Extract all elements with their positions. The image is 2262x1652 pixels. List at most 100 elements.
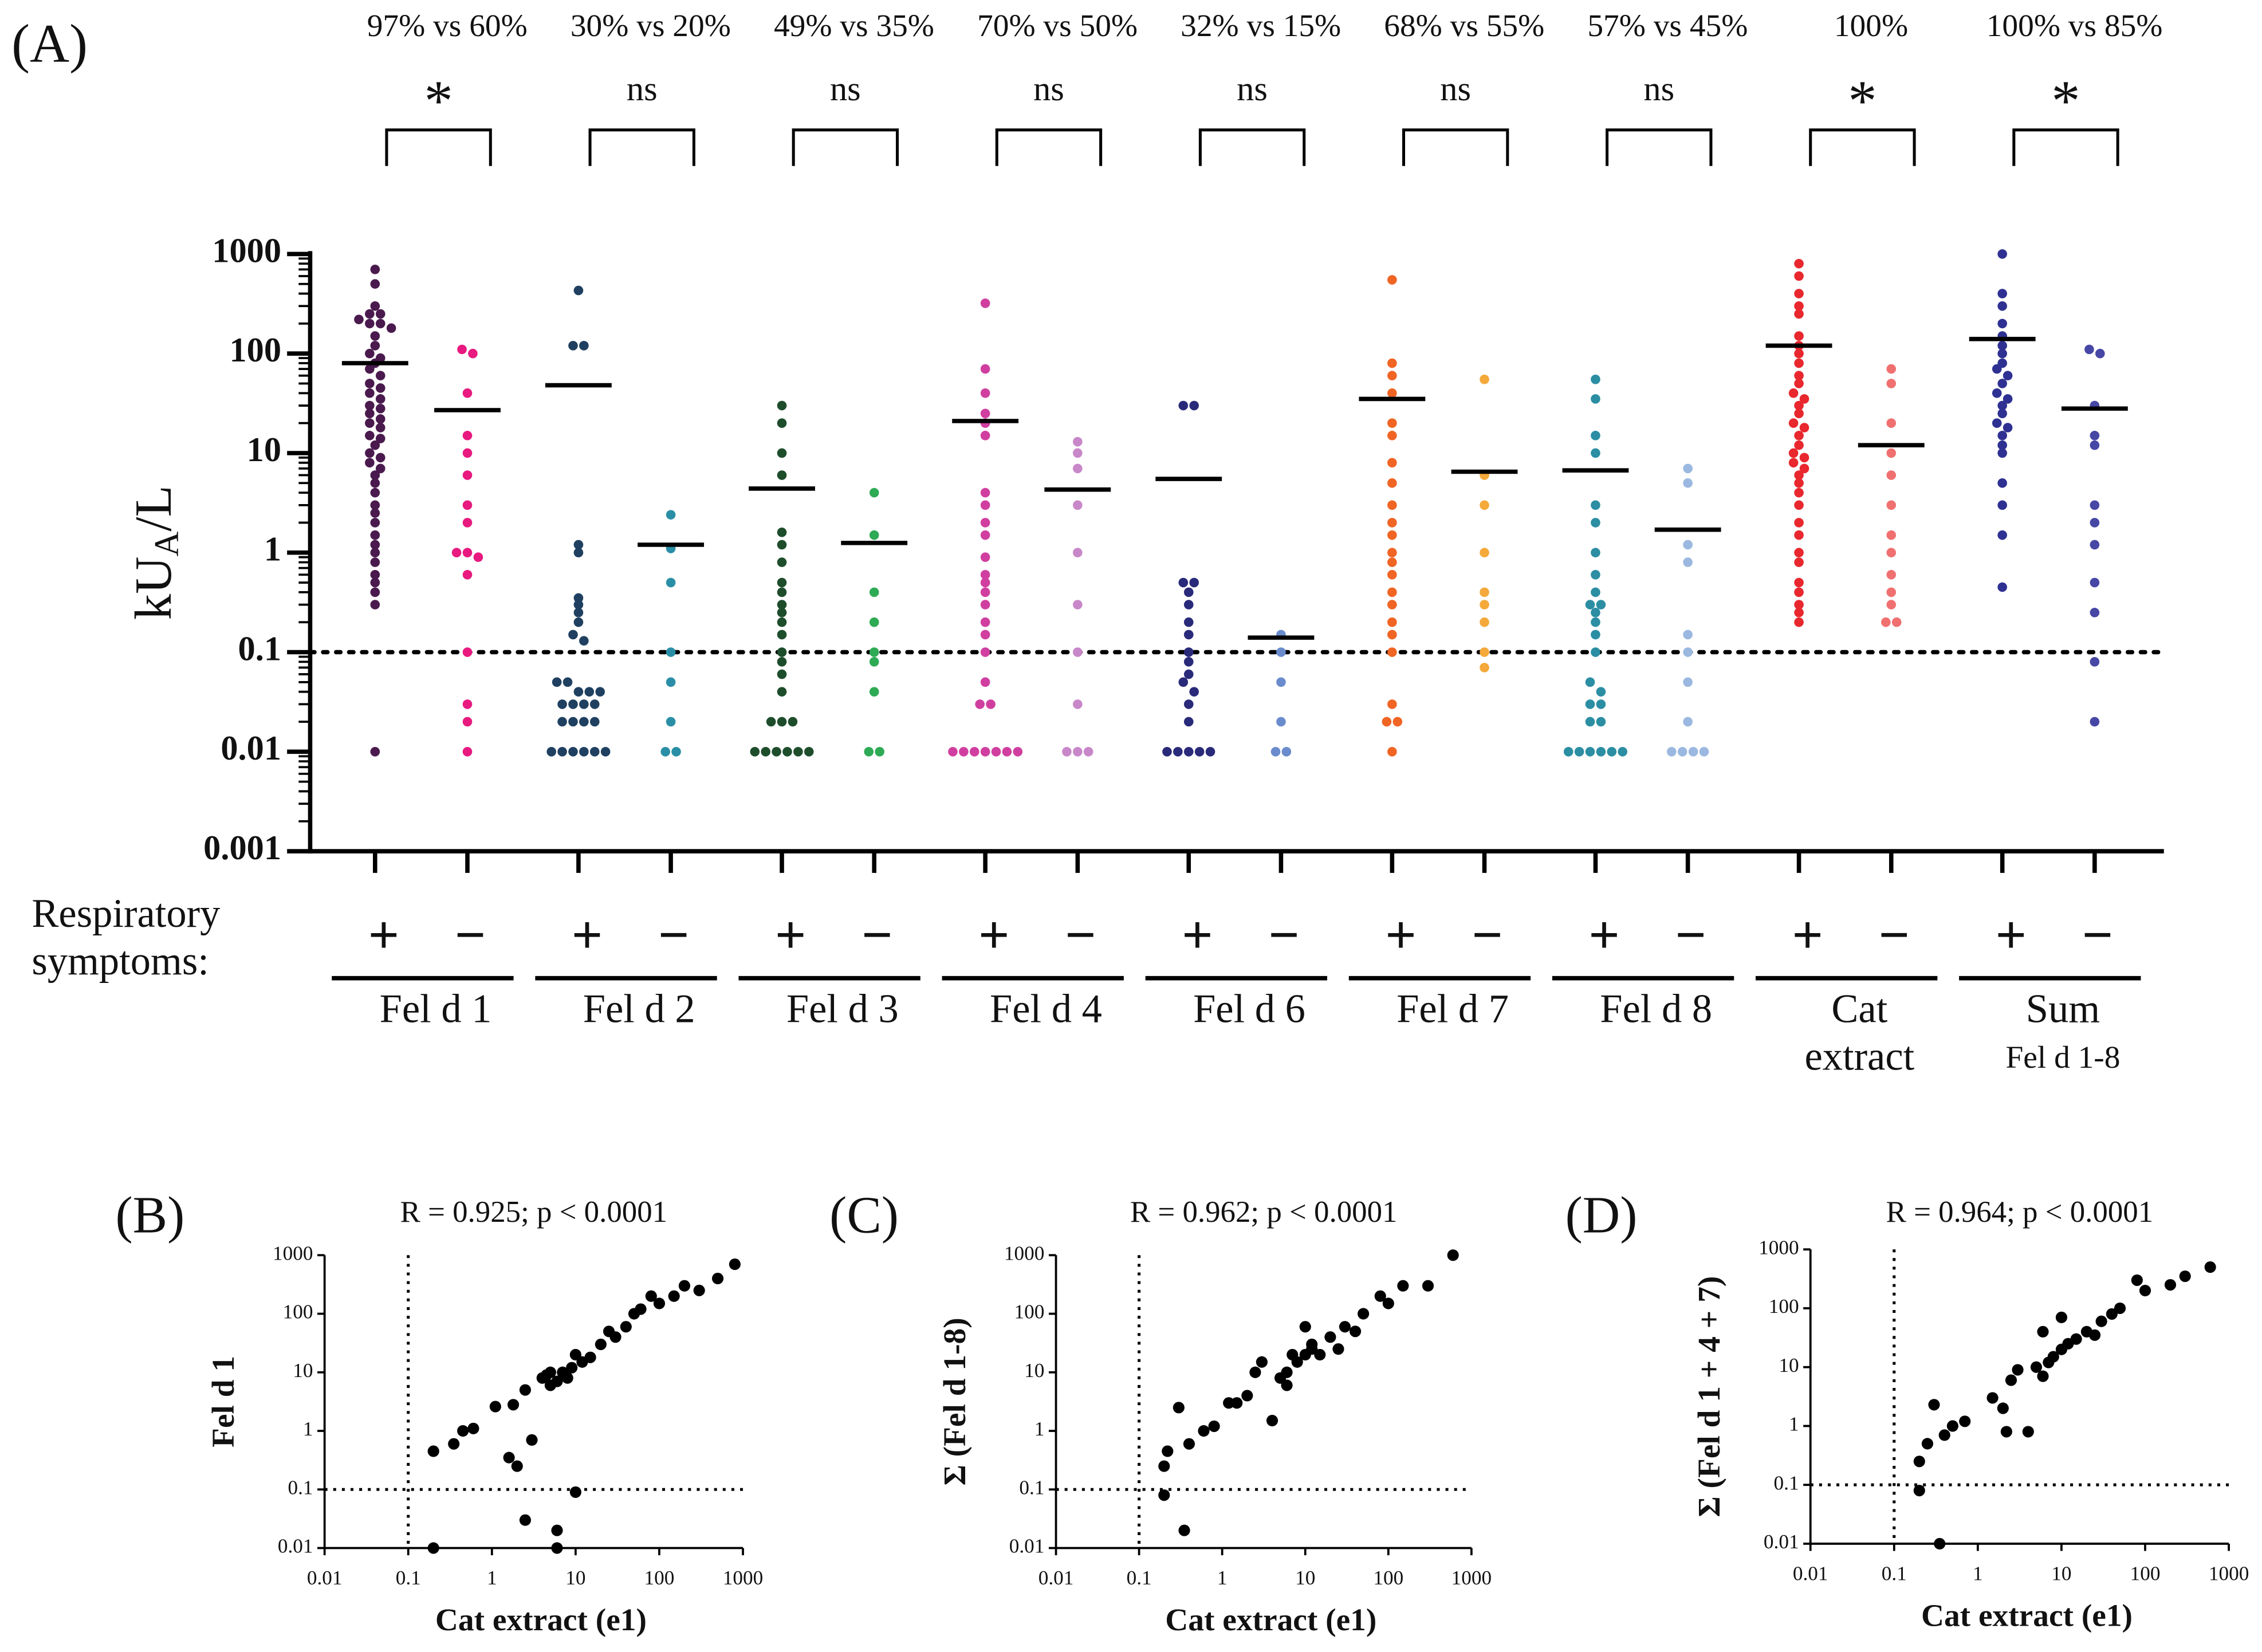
symptom-label: − [658,904,690,965]
data-point [1183,657,1194,667]
data-point [365,348,375,359]
data-point [2090,657,2100,667]
data-point [1574,746,1584,757]
bracket [792,128,899,166]
data-point [375,423,385,432]
data-point [503,1452,515,1464]
data-point [462,518,473,528]
data-point [1886,500,1897,510]
data-point [370,279,380,289]
x-tick-label: 0.1 [1127,1567,1152,1589]
x-tick-label: 10 [2051,1562,2071,1584]
group-name: Cat [1831,986,1887,1031]
data-point [693,1284,705,1296]
data-point [1205,746,1215,757]
data-point [2179,1270,2191,1283]
data-point [1178,577,1189,588]
symptom-label: − [2082,904,2114,965]
data-point [980,746,990,757]
data-point [980,630,990,640]
data-point [2131,1274,2143,1286]
data-point [566,1362,578,1374]
data-point [1591,587,1600,597]
data-point [462,388,473,398]
data-point [370,557,380,567]
y-tick-label: 100 [1769,1295,1799,1317]
data-point [1997,301,2007,311]
data-point [1794,309,1804,319]
data-point [777,608,787,617]
data-point [462,431,473,440]
data-point [370,470,380,480]
data-point [511,1460,523,1472]
symptom-label: + [1182,904,1213,965]
data-point [2139,1284,2151,1297]
data-point [375,463,385,474]
data-point [1173,1402,1185,1414]
data-point [1683,463,1693,474]
data-point [1688,746,1698,757]
data-point [1183,717,1194,727]
data-point [2090,717,2100,727]
data-point [869,530,879,540]
data-point [660,746,670,757]
comparison: 70% vs 50% [977,8,1138,43]
data-point [2003,423,2013,432]
group-name: Sum [2026,986,2100,1031]
data-point [462,470,473,480]
significance: * [1848,69,1877,133]
data-point [365,318,375,329]
data-point [609,1331,621,1343]
data-point [1591,608,1600,617]
data-point [1387,557,1397,567]
data-point [1997,249,2007,259]
data-point [1596,717,1606,727]
data-point [959,746,969,757]
group-name: Fel d 3 [786,986,899,1031]
data-point [1189,577,1199,588]
data-point [370,548,380,558]
data-point [375,414,385,424]
significance: ns [1643,70,1674,108]
data-point [573,687,584,697]
data-point [1607,746,1617,757]
data-point [2090,431,2100,440]
data-point [544,1366,556,1378]
x-axis-label: Cat extract (e1) [1165,1602,1376,1637]
data-point [1073,500,1083,510]
significance: ns [627,70,658,108]
significance: ns [1440,70,1471,108]
group-name: Fel d 1 [380,986,492,1031]
panel-label: (B) [115,1186,184,1244]
data-point [573,540,584,550]
data-point [711,1272,724,1285]
significance: ns [830,70,861,108]
data-point [980,518,990,528]
data-point [375,394,385,404]
data-point [1447,1249,1459,1261]
data-point [2037,1370,2049,1382]
x-tick-label: 1 [1217,1567,1228,1589]
data-point [1073,436,1083,447]
data-point [777,717,787,727]
data-point [573,600,584,609]
data-point [980,552,990,563]
data-point [1480,548,1489,558]
data-point [1997,289,2007,298]
data-point [568,717,578,727]
data-point [1886,379,1897,388]
data-point [569,1348,581,1361]
data-point [1480,617,1489,627]
data-point [448,1438,460,1450]
y-tick-label: 100 [283,1301,313,1323]
symptom-label: − [1472,904,1503,965]
x-tick-label: 1000 [2209,1562,2249,1584]
data-point [948,746,958,757]
data-point [1886,548,1897,558]
data-point [620,1321,632,1333]
y-tick-label: 10 [293,1359,313,1382]
data-point [467,1422,479,1434]
x-tick-label: 0.01 [1793,1562,1828,1584]
data-point [365,388,375,398]
data-point [2106,1308,2118,1320]
